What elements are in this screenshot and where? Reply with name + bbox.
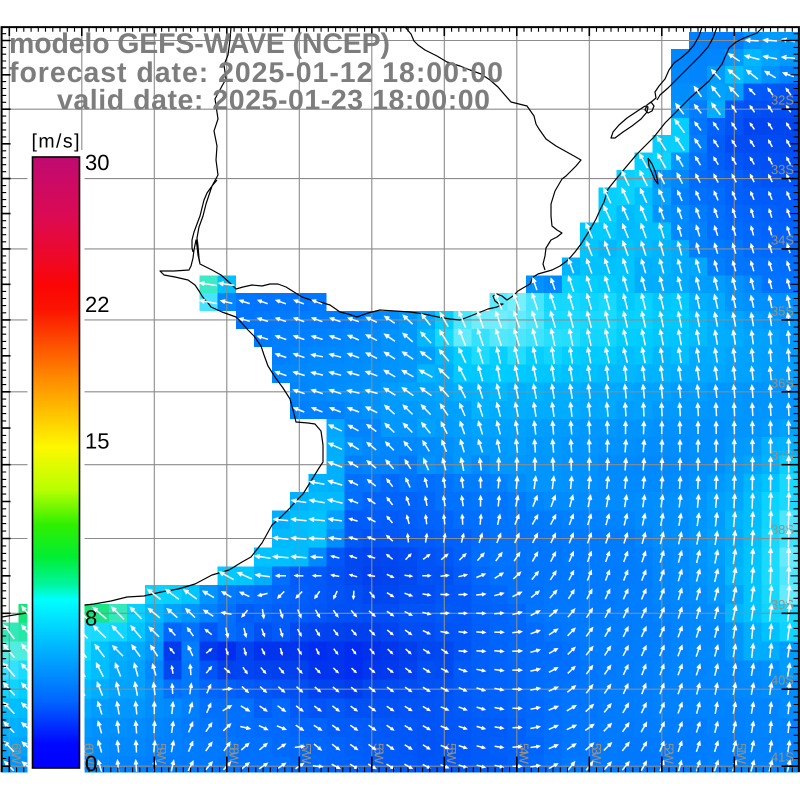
svg-text:56W: 56W [371,743,386,765]
svg-text:forecast date: 2025-01-12 18:0: forecast date: 2025-01-12 18:00:00 [9,57,503,89]
svg-text:8: 8 [85,606,97,631]
svg-text:35S: 35S [771,303,794,318]
svg-text:52W: 52W [661,743,676,765]
svg-text:30: 30 [85,150,109,175]
svg-text:36S: 36S [771,375,794,390]
svg-text:0: 0 [85,751,97,776]
svg-text:57W: 57W [299,743,314,765]
svg-text:51W: 51W [734,743,749,765]
svg-text:54W: 54W [516,743,531,765]
svg-text:34S: 34S [771,232,794,247]
svg-text:modelo GEFS-WAVE (NCEP): modelo GEFS-WAVE (NCEP) [9,28,390,60]
svg-text:60W: 60W [81,743,96,765]
svg-text:22: 22 [85,292,109,317]
svg-text:61W: 61W [9,743,24,765]
svg-text:[m/s]: [m/s] [32,131,80,153]
svg-text:valid date: 2025-01-23 18:00:0: valid date: 2025-01-23 18:00:00 [57,85,490,117]
svg-text:58W: 58W [226,743,241,765]
svg-text:32S: 32S [771,93,794,108]
svg-text:53W: 53W [589,743,604,765]
svg-text:33S: 33S [771,162,794,177]
svg-text:38S: 38S [771,522,794,537]
svg-text:41S: 41S [771,750,794,765]
svg-text:59W: 59W [154,743,169,765]
svg-text:15: 15 [85,429,109,454]
svg-text:37S: 37S [771,448,794,463]
